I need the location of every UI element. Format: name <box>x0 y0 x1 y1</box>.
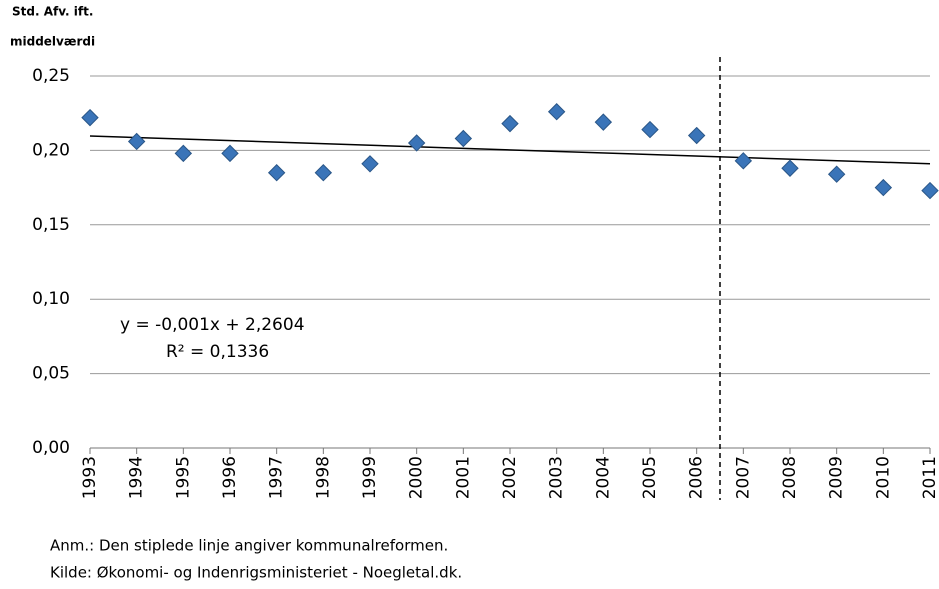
data-point <box>314 164 333 182</box>
source: Kilde: Økonomi- og Indenrigsministeriet … <box>50 564 462 582</box>
data-point <box>921 181 939 200</box>
data-point <box>547 103 566 121</box>
data-point <box>267 164 286 182</box>
x-tick-label: 1995 <box>173 456 193 499</box>
data-point <box>81 108 99 127</box>
data-point <box>734 152 753 170</box>
trendline <box>89 135 931 165</box>
y-tick-label: 0,25 <box>32 66 70 86</box>
y-tick-label: 0,05 <box>32 364 70 384</box>
x-tick-label: 2008 <box>780 456 800 499</box>
x-tick-label: 2005 <box>640 456 660 499</box>
data-point <box>874 178 893 197</box>
data-point <box>127 132 146 151</box>
r-squared: R² = 0,1336 <box>166 342 269 362</box>
y-axis-title: Std. Afv. ift. <box>12 5 93 19</box>
x-tick-label: 2003 <box>547 456 567 499</box>
x-tick-label: 1996 <box>220 456 240 499</box>
data-point <box>501 114 519 133</box>
y-axis-title: middelværdi <box>10 35 95 49</box>
data-point <box>827 165 846 183</box>
x-tick-label: 2009 <box>827 456 847 499</box>
x-tick-label: 1993 <box>80 456 100 499</box>
note: Anm.: Den stiplede linje angiver kommuna… <box>50 537 448 555</box>
x-tick-label: 2006 <box>687 456 707 499</box>
data-point <box>407 134 426 152</box>
x-tick-label: 2004 <box>593 456 613 499</box>
x-tick-label: 2002 <box>500 456 520 499</box>
trend-equation: y = -0,001x + 2,2604 <box>120 315 305 335</box>
data-point <box>781 159 799 177</box>
x-tick-label: 2010 <box>873 456 893 499</box>
data-point <box>221 144 239 163</box>
y-tick-label: 0,00 <box>32 438 70 458</box>
x-tick-label: 2000 <box>407 456 427 499</box>
x-tick-label: 1994 <box>127 456 147 499</box>
x-tick-label: 2011 <box>920 456 939 499</box>
data-point <box>641 120 659 139</box>
x-tick-label: 1997 <box>267 456 287 499</box>
y-tick-label: 0,10 <box>32 289 70 309</box>
data-point <box>454 129 473 148</box>
data-point <box>361 155 379 173</box>
data-point <box>687 126 706 145</box>
x-tick-label: 1998 <box>313 456 333 499</box>
data-point <box>594 113 613 131</box>
x-tick-label: 2001 <box>453 456 473 499</box>
x-tick-label: 2007 <box>733 456 753 499</box>
y-tick-label: 0,20 <box>32 140 70 160</box>
y-tick-label: 0,15 <box>32 215 70 235</box>
data-point <box>174 144 193 163</box>
x-tick-label: 1999 <box>360 456 380 499</box>
